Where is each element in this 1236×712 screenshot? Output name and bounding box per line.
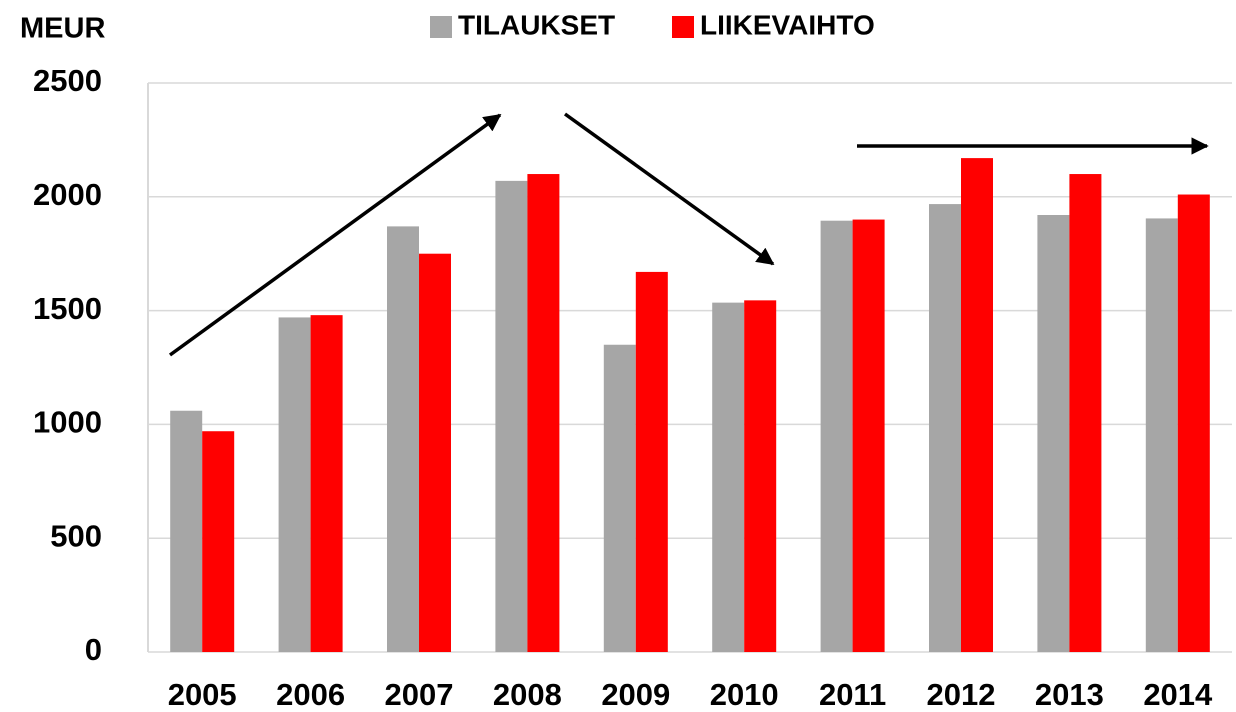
bar [712, 302, 745, 652]
legend-label: LIIKEVAIHTO [700, 9, 875, 40]
y-tick-label: 2500 [33, 63, 102, 98]
y-axis-label: MEUR [20, 13, 105, 45]
bar [310, 315, 343, 652]
y-tick-label: 2000 [33, 177, 102, 212]
legend-swatch [672, 16, 694, 38]
bar [603, 344, 636, 652]
legend-label: TILAUKSET [458, 9, 615, 40]
y-tick-label: 1000 [33, 405, 102, 440]
bar [1037, 215, 1070, 652]
bar [961, 158, 993, 652]
bar [1069, 174, 1102, 653]
bar [1145, 218, 1178, 652]
trend-arrow [563, 112, 775, 266]
bar [495, 180, 528, 653]
legend-swatch [430, 16, 452, 38]
x-tick-label: 2006 [276, 677, 345, 712]
trend-arrow [168, 113, 502, 357]
bar [929, 204, 961, 653]
x-tick-label: 2013 [1035, 677, 1104, 712]
bar [202, 431, 235, 652]
bar [1177, 194, 1210, 653]
x-tick-label: 2007 [385, 677, 454, 712]
y-tick-label: 0 [85, 632, 102, 667]
x-tick-label: 2009 [601, 677, 670, 712]
bar [170, 410, 203, 652]
x-tick-label: 2005 [168, 677, 237, 712]
bar [527, 174, 560, 653]
bar [419, 253, 451, 652]
bar [820, 220, 853, 652]
y-tick-label: 500 [50, 518, 102, 553]
bar [635, 271, 668, 652]
x-tick-label: 2010 [710, 677, 779, 712]
x-tick-label: 2008 [493, 677, 562, 712]
bar [278, 317, 311, 652]
y-tick-label: 1500 [33, 291, 102, 326]
bar [744, 300, 777, 652]
x-tick-label: 2012 [927, 677, 996, 712]
x-tick-label: 2011 [819, 677, 886, 712]
x-tick-label: 2014 [1143, 677, 1213, 712]
bar [852, 219, 885, 652]
bar [387, 226, 419, 652]
